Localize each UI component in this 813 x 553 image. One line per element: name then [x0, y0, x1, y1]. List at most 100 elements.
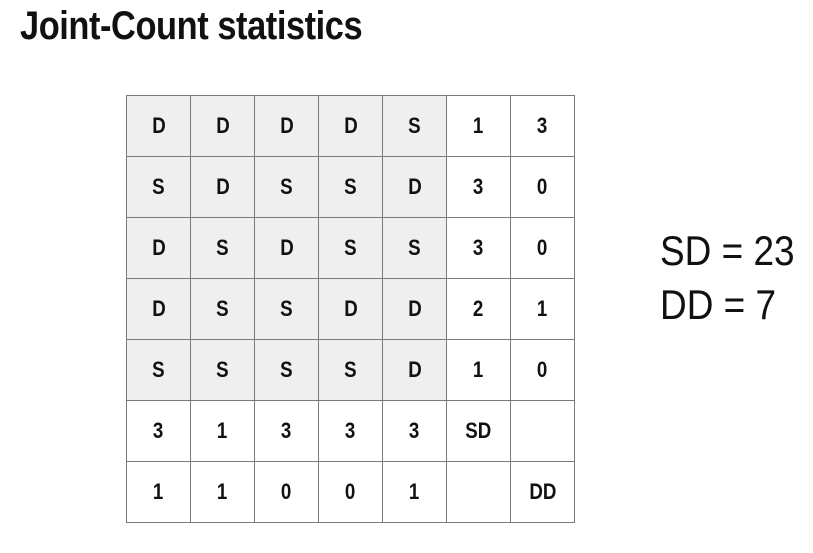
grid-row: D S D S S 3 0 — [126, 217, 575, 279]
grid-cell-value: D — [407, 296, 422, 321]
grid-cell-type: D — [254, 217, 319, 279]
grid-cell-value: SD — [465, 418, 492, 443]
grid-cell-value: S — [216, 296, 229, 321]
grid-cell-value: 2 — [473, 296, 484, 321]
grid-cell-row-count: 0 — [510, 339, 575, 401]
grid-cell-value: 3 — [473, 235, 484, 260]
grid-cell-type: D — [382, 278, 447, 340]
grid-cell-type: D — [126, 278, 191, 340]
grid-cell-row-count: 3 — [446, 156, 511, 218]
grid-cell-total-label: SD — [446, 400, 511, 462]
grid-cell-value: 3 — [409, 418, 420, 443]
grid-cell-row-count: 0 — [510, 156, 575, 218]
grid-cell-type: S — [318, 217, 383, 279]
grid-cell-type: D — [318, 95, 383, 157]
grid-cell-column-count: 0 — [318, 461, 383, 523]
grid-cell-value: S — [152, 174, 165, 199]
grid-cell-column-count: 1 — [190, 400, 255, 462]
grid-row: S S S S D 1 0 — [126, 339, 575, 401]
grid-row: 1 1 0 0 1 DD — [126, 461, 575, 523]
grid-cell-value: 3 — [345, 418, 356, 443]
grid-cell-value: D — [407, 357, 422, 382]
grid-cell-value: 0 — [537, 357, 548, 382]
grid-cell-total-label — [446, 461, 511, 523]
grid-cell-value: 1 — [217, 479, 228, 504]
grid-cell-value: 3 — [281, 418, 292, 443]
grid-cell-value: S — [152, 357, 165, 382]
grid-cell-value: D — [151, 235, 166, 260]
grid-row: 3 1 3 3 3 SD — [126, 400, 575, 462]
grid-cell-type: S — [254, 278, 319, 340]
grid-cell-value: D — [279, 235, 294, 260]
grid-cell-value: D — [343, 113, 358, 138]
grid-row: D D D D S 1 3 — [126, 95, 575, 157]
grid-cell-value: S — [216, 235, 229, 260]
grid-cell-type: D — [190, 156, 255, 218]
grid-cell-value: 3 — [537, 113, 548, 138]
sd-count: SD = 23 — [660, 227, 795, 274]
grid-cell-column-count: 1 — [126, 461, 191, 523]
grid-cell-column-count: 3 — [318, 400, 383, 462]
grid-cell-total-label — [510, 400, 575, 462]
grid-cell-value: 1 — [217, 418, 228, 443]
grid-cell-type: D — [382, 156, 447, 218]
dd-count: DD = 7 — [660, 281, 777, 328]
grid-cell-column-count: 0 — [254, 461, 319, 523]
grid-cell-value: DD — [528, 479, 557, 504]
grid-cell-value: 1 — [409, 479, 420, 504]
grid-cell-value: D — [279, 113, 294, 138]
grid-cell-type: S — [190, 278, 255, 340]
grid-cell-type: D — [382, 339, 447, 401]
grid-cell-column-count: 1 — [382, 461, 447, 523]
statistics-summary: SD = 23 DD = 7 — [660, 224, 813, 332]
grid-cell-value: D — [407, 174, 422, 199]
grid-cell-type: D — [190, 95, 255, 157]
grid-cell-total-label: DD — [510, 461, 575, 523]
grid-cell-type: S — [190, 339, 255, 401]
grid-row: S D S S D 3 0 — [126, 156, 575, 218]
grid-cell-value: 0 — [537, 235, 548, 260]
grid-cell-value: D — [343, 296, 358, 321]
grid-cell-type: S — [126, 339, 191, 401]
grid-cell-value: S — [280, 357, 293, 382]
grid-cell-row-count: 0 — [510, 217, 575, 279]
grid-cell-row-count: 1 — [510, 278, 575, 340]
grid-cell-value: S — [280, 296, 293, 321]
grid-cell-type: D — [126, 217, 191, 279]
grid-cell-row-count: 3 — [510, 95, 575, 157]
grid-row: D S S D D 2 1 — [126, 278, 575, 340]
grid-cell-column-count: 3 — [254, 400, 319, 462]
grid-cell-value: D — [215, 113, 230, 138]
grid-cell-row-count: 1 — [446, 339, 511, 401]
grid-cell-type: S — [318, 156, 383, 218]
grid-cell-type: D — [318, 278, 383, 340]
grid-cell-value: 1 — [473, 357, 484, 382]
grid-cell-value: D — [215, 174, 230, 199]
grid-cell-type: S — [382, 95, 447, 157]
grid-cell-value: S — [344, 235, 357, 260]
grid-cell-value: S — [280, 174, 293, 199]
grid-cell-value: S — [344, 357, 357, 382]
grid-cell-type: S — [254, 156, 319, 218]
grid-cell-column-count: 1 — [190, 461, 255, 523]
grid-cell-value: 0 — [345, 479, 356, 504]
grid-cell-value: D — [151, 113, 166, 138]
grid-cell-value: 0 — [281, 479, 292, 504]
grid-cell-type: S — [190, 217, 255, 279]
grid-cell-value: 1 — [473, 113, 484, 138]
grid-cell-value: D — [151, 296, 166, 321]
grid-cell-value: 1 — [537, 296, 548, 321]
grid-cell-value: S — [344, 174, 357, 199]
grid-cell-column-count: 3 — [382, 400, 447, 462]
grid-cell-value: 3 — [473, 174, 484, 199]
grid-cell-value: 0 — [537, 174, 548, 199]
grid-cell-type: S — [382, 217, 447, 279]
grid-cell-type: S — [126, 156, 191, 218]
grid-cell-type: S — [254, 339, 319, 401]
grid-cell-row-count: 2 — [446, 278, 511, 340]
grid-cell-value: 3 — [153, 418, 164, 443]
grid-cell-row-count: 1 — [446, 95, 511, 157]
page-title: Joint-Count statistics — [20, 4, 363, 48]
grid-cell-value: S — [408, 113, 421, 138]
